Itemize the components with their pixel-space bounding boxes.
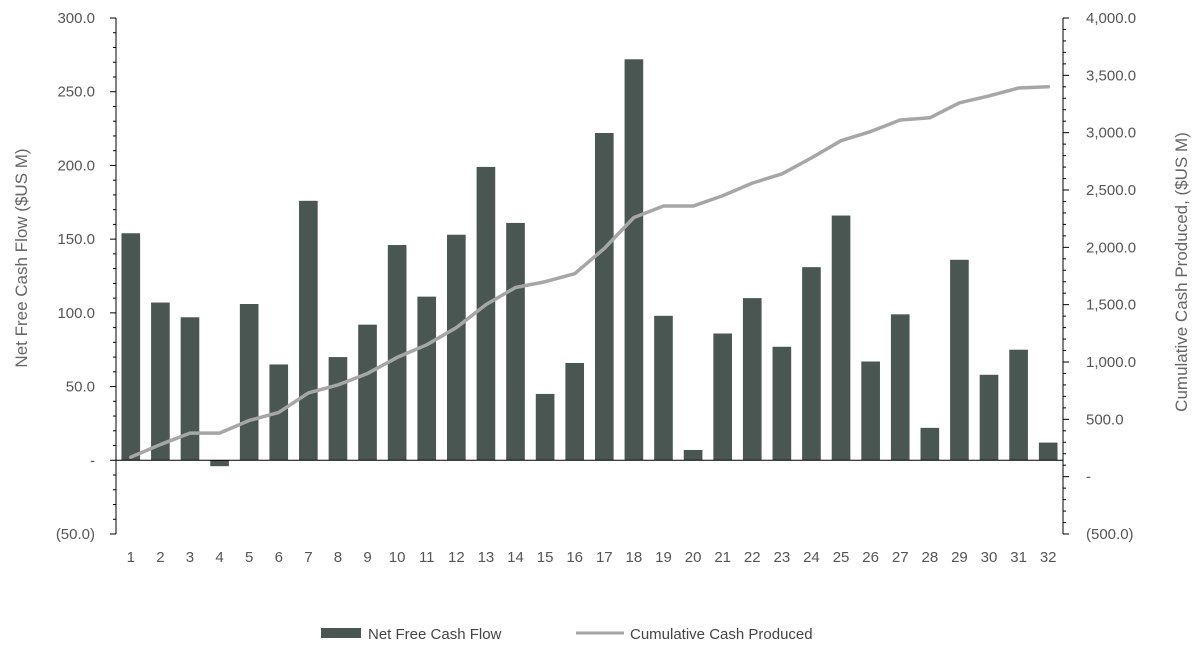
- x-tick-label-28: 28: [921, 549, 938, 566]
- x-tick-label-32: 32: [1040, 549, 1057, 566]
- y2-tick-label: 3,000.0: [1086, 125, 1136, 142]
- x-tick-label-20: 20: [685, 549, 702, 566]
- x-tick-label-25: 25: [833, 549, 850, 566]
- bar-20: [683, 449, 703, 461]
- x-tick-label-24: 24: [803, 549, 820, 566]
- y2-tick-label: -: [1086, 469, 1091, 486]
- bar-30: [979, 374, 999, 461]
- x-tick-label-18: 18: [626, 549, 643, 566]
- bar-7: [299, 200, 318, 461]
- x-tick-label-3: 3: [186, 549, 194, 566]
- ticks-layer: 300.0 250.0 200.0 150.0 100.0 50.0 - (50.0) 4,00…: [56, 10, 1136, 566]
- x-tick-label-7: 7: [304, 549, 312, 566]
- bar-16: [565, 362, 585, 461]
- bar-8: [328, 357, 348, 461]
- bar-26: [861, 361, 880, 461]
- x-tick-label-21: 21: [714, 549, 731, 566]
- bar-17: [594, 132, 614, 461]
- bar-13: [476, 166, 496, 461]
- bar-25: [831, 215, 851, 461]
- x-tick-label-26: 26: [862, 549, 879, 566]
- x-tick-label-29: 29: [951, 549, 968, 566]
- y-tick-label: (50.0): [56, 526, 95, 543]
- legend-label-net-free-cash-flow: Net Free Cash Flow: [368, 626, 502, 643]
- bar-14: [506, 222, 525, 461]
- bar-19: [654, 315, 673, 461]
- bar-10: [387, 245, 407, 461]
- line-layer: [129, 85, 1050, 459]
- x-tick-label-23: 23: [774, 549, 791, 566]
- legend-swatch-net-free-cash-flow: [321, 628, 361, 638]
- x-tick-label-22: 22: [744, 549, 761, 566]
- x-tick-label-2: 2: [156, 549, 164, 566]
- x-tick-label-4: 4: [215, 549, 223, 566]
- cumulative-line: [129, 85, 1050, 459]
- y2-tick-label: (500.0): [1086, 526, 1134, 543]
- y-axis-title: Net Free Cash Flow ($US M): [12, 148, 31, 367]
- bar-15: [535, 393, 555, 461]
- bar-22: [742, 298, 762, 461]
- bar-31: [1009, 349, 1028, 461]
- y-tick-label: 300.0: [57, 10, 95, 27]
- y2-axis-title: Cumulative Cash Produced, ($US M): [1172, 132, 1191, 412]
- x-tick-label-31: 31: [1010, 549, 1027, 566]
- y2-tick-label: 2,500.0: [1086, 182, 1136, 199]
- bar-28: [920, 427, 940, 461]
- bar-11: [417, 296, 437, 461]
- y-tick-label: 50.0: [66, 379, 95, 396]
- x-tick-label-27: 27: [892, 549, 909, 566]
- y2-tick-label: 3,500.0: [1086, 67, 1136, 84]
- bar-23: [772, 346, 792, 461]
- bar-3: [180, 317, 200, 461]
- legend: Net Free Cash Flow Cumulative Cash Produ…: [321, 626, 813, 643]
- x-tick-label-11: 11: [419, 549, 435, 566]
- x-tick-label-19: 19: [655, 549, 672, 566]
- bar-9: [358, 324, 377, 461]
- y2-tick-label: 500.0: [1086, 411, 1124, 428]
- y2-tick-label: 1,500.0: [1086, 297, 1136, 314]
- bar-4: [210, 460, 229, 467]
- y-tick-label: -: [90, 452, 95, 469]
- bar-29: [950, 259, 969, 461]
- bar-18: [624, 59, 644, 461]
- x-tick-label-15: 15: [537, 549, 554, 566]
- legend-label-cumulative-cash-produced: Cumulative Cash Produced: [630, 626, 813, 643]
- x-tick-label-14: 14: [507, 549, 524, 566]
- x-tick-label-5: 5: [245, 549, 253, 566]
- x-tick-label-1: 1: [127, 549, 135, 566]
- x-tick-label-10: 10: [389, 549, 406, 566]
- bar-27: [890, 314, 910, 461]
- x-tick-label-8: 8: [334, 549, 342, 566]
- axes-layer: [115, 18, 1064, 534]
- y2-tick-label: 2,000.0: [1086, 239, 1136, 256]
- y2-tick-label: 4,000.0: [1086, 10, 1136, 27]
- bar-12: [447, 234, 466, 461]
- y-tick-label: 200.0: [57, 157, 95, 174]
- bar-21: [713, 333, 732, 461]
- bar-1: [121, 233, 141, 461]
- y-tick-label: 150.0: [57, 231, 95, 248]
- y2-tick-label: 1,000.0: [1086, 354, 1136, 371]
- y-tick-label: 250.0: [57, 84, 95, 101]
- x-tick-label-17: 17: [596, 549, 613, 566]
- y-tick-label: 100.0: [57, 305, 95, 322]
- bar-24: [802, 267, 821, 461]
- bar-5: [239, 304, 259, 461]
- x-tick-label-13: 13: [478, 549, 495, 566]
- x-tick-label-16: 16: [566, 549, 583, 566]
- x-tick-label-12: 12: [448, 549, 465, 566]
- x-tick-label-30: 30: [981, 549, 998, 566]
- x-tick-label-6: 6: [275, 549, 283, 566]
- x-tick-label-9: 9: [363, 549, 371, 566]
- bar-2: [151, 302, 170, 461]
- bar-32: [1038, 442, 1058, 461]
